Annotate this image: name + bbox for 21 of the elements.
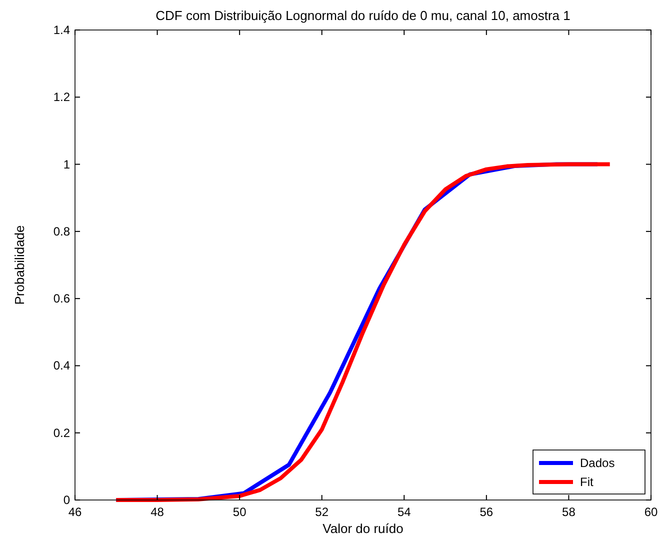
x-tick-label: 48 <box>150 505 164 519</box>
x-tick-label: 54 <box>397 505 412 519</box>
chart-title: CDF com Distribuição Lognormal do ruído de 0 mu, canal 10, amostra 1 <box>156 8 570 23</box>
y-tick-label: 0.4 <box>53 358 70 373</box>
y-tick-label: 1 <box>63 157 70 172</box>
y-tick-label: 0.8 <box>53 224 70 238</box>
x-axis-title: Valor do ruído <box>322 521 404 536</box>
x-tick-label: 58 <box>562 505 576 519</box>
x-tick-label: 50 <box>232 505 247 519</box>
x-tick-label: 46 <box>68 505 82 519</box>
x-tick-label: 56 <box>480 505 494 519</box>
legend-label: Dados <box>580 456 615 470</box>
x-tick-label: 60 <box>644 505 658 519</box>
y-tick-label: 0.2 <box>53 426 70 440</box>
x-tick-label: 52 <box>315 505 329 519</box>
y-axis-title: Probabilidade <box>12 225 27 305</box>
legend-label: Fit <box>580 475 594 489</box>
y-tick-label: 0 <box>63 493 70 507</box>
y-tick-label: 1.2 <box>53 90 70 104</box>
y-tick-label: 1.4 <box>53 23 70 37</box>
y-tick-label: 0.6 <box>53 292 70 306</box>
